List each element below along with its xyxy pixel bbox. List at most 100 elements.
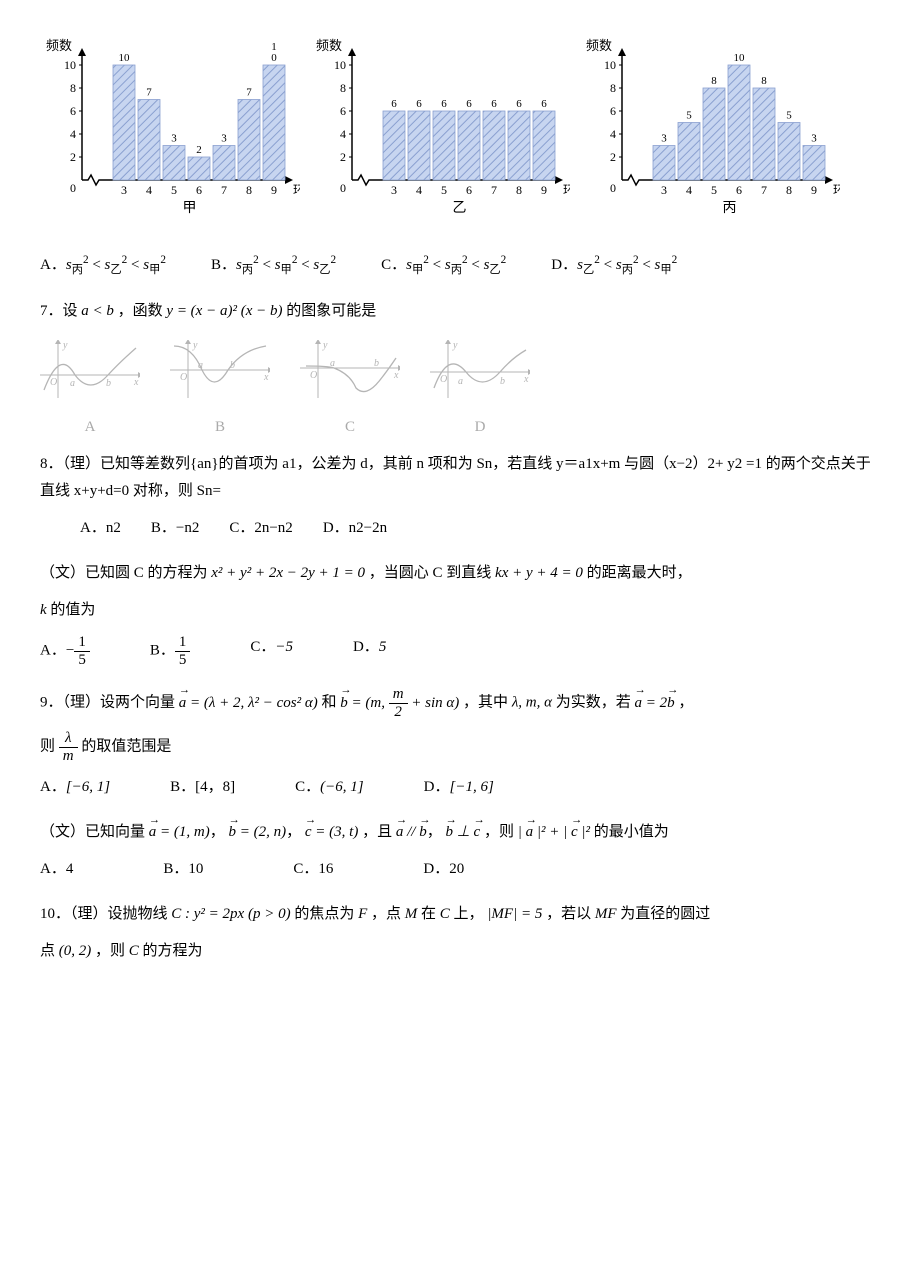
q6-chart-jia: 频数24681001037435263778109环数甲 xyxy=(40,30,300,230)
q6-chart-bing: 频数2468100335485106875839环数丙 xyxy=(580,30,840,230)
q8-li-opt-C[interactable]: C．2n−n2 xyxy=(229,515,292,542)
svg-text:O: O xyxy=(50,377,57,388)
svg-text:x: x xyxy=(133,377,139,388)
svg-text:a: a xyxy=(330,358,335,369)
q8-wen-tail: k 的值为 xyxy=(40,597,880,624)
q8-wen-opt-A[interactable]: A．−15 xyxy=(40,634,90,668)
svg-text:4: 4 xyxy=(340,127,346,141)
svg-text:a: a xyxy=(70,378,75,389)
svg-text:O: O xyxy=(180,372,187,383)
svg-text:b: b xyxy=(500,376,505,387)
svg-text:2: 2 xyxy=(340,150,346,164)
svg-text:a: a xyxy=(198,360,203,371)
svg-text:6: 6 xyxy=(541,98,547,110)
q8-wen-opt-D[interactable]: D．5 xyxy=(353,634,386,668)
q9-li-opt-C[interactable]: C．(−6, 1] xyxy=(295,774,363,801)
svg-text:O: O xyxy=(440,374,447,385)
q6-opt-B[interactable]: B．s丙2 < s甲2 < s乙2 xyxy=(211,250,336,280)
q9-wen-options: A．4 B．10 C．16 D．20 xyxy=(40,856,880,883)
svg-text:环数: 环数 xyxy=(293,182,300,197)
q6-opt-D[interactable]: D．s乙2 < s丙2 < s甲2 xyxy=(551,250,677,280)
svg-text:a: a xyxy=(458,376,463,387)
svg-text:8: 8 xyxy=(711,75,717,87)
q9-li-tail: 则 λm 的取值范围是 xyxy=(40,730,880,764)
svg-text:5: 5 xyxy=(171,183,177,197)
svg-text:6: 6 xyxy=(416,98,422,110)
q6-opt-C[interactable]: C．s甲2 < s丙2 < s乙2 xyxy=(381,250,506,280)
q9-wen-opt-B[interactable]: B．10 xyxy=(163,856,203,883)
q8-wen-opt-B[interactable]: B．15 xyxy=(150,634,191,668)
svg-text:10: 10 xyxy=(734,52,746,64)
q8-li-opt-B[interactable]: B．−n2 xyxy=(151,515,199,542)
svg-text:4: 4 xyxy=(146,183,152,197)
q8-li-stem: 8．（理）已知等差数列{an}的首项为 a1，公差为 d，其前 n 项和为 Sn… xyxy=(40,451,880,505)
q9-li-opt-D[interactable]: D．[−1, 6] xyxy=(424,774,494,801)
svg-text:7: 7 xyxy=(246,87,252,99)
q9-li-opt-A[interactable]: A．[−6, 1] xyxy=(40,774,110,801)
svg-text:3: 3 xyxy=(661,183,667,197)
svg-text:5: 5 xyxy=(441,183,447,197)
svg-text:9: 9 xyxy=(811,183,817,197)
svg-text:b: b xyxy=(106,378,111,389)
svg-text:10: 10 xyxy=(119,52,131,64)
q8-wen-opt-C[interactable]: C．−5 xyxy=(250,634,293,668)
svg-text:10: 10 xyxy=(604,58,616,72)
svg-text:8: 8 xyxy=(610,81,616,95)
svg-text:2: 2 xyxy=(610,150,616,164)
svg-text:9: 9 xyxy=(271,183,277,197)
q6-chart-yi: 频数246810063646566676869环数乙 xyxy=(310,30,570,230)
q6-options: A．s丙2 < s乙2 < s甲2 B．s丙2 < s甲2 < s乙2 C．s甲… xyxy=(40,250,880,280)
svg-text:8: 8 xyxy=(246,183,252,197)
q7-cond: a < b xyxy=(81,303,114,319)
svg-text:y: y xyxy=(322,340,328,351)
q6-opt-A[interactable]: A．s丙2 < s乙2 < s甲2 xyxy=(40,250,166,280)
q8-li-opt-A[interactable]: A．n2 xyxy=(80,515,121,542)
q7-sketch-A[interactable]: yxOabA xyxy=(40,340,140,441)
svg-text:6: 6 xyxy=(391,98,397,110)
svg-text:0: 0 xyxy=(340,181,346,195)
svg-text:8: 8 xyxy=(340,81,346,95)
svg-text:2: 2 xyxy=(70,150,76,164)
svg-text:丙: 丙 xyxy=(723,201,737,216)
q7-mid: ，函数 xyxy=(118,303,163,319)
svg-text:7: 7 xyxy=(221,183,227,197)
svg-text:x: x xyxy=(263,372,269,383)
svg-text:8: 8 xyxy=(761,75,767,87)
svg-text:y: y xyxy=(452,340,458,351)
q9-wen-stem: （文）已知向量 a = (1, m)， b = (2, n)， c = (3, … xyxy=(40,819,880,846)
svg-text:2: 2 xyxy=(196,144,202,156)
svg-text:9: 9 xyxy=(541,183,547,197)
q9-li-options: A．[−6, 1] B．[4，8] C．(−6, 1] D．[−1, 6] xyxy=(40,774,880,801)
q9-wen-opt-A[interactable]: A．4 xyxy=(40,856,73,883)
q9-wen-opt-C[interactable]: C．16 xyxy=(293,856,333,883)
svg-text:6: 6 xyxy=(491,98,497,110)
q7-sketch-D[interactable]: yxOabD xyxy=(430,340,530,441)
svg-text:0: 0 xyxy=(271,52,277,64)
svg-text:6: 6 xyxy=(340,104,346,118)
svg-text:3: 3 xyxy=(661,133,667,145)
svg-text:7: 7 xyxy=(491,183,497,197)
svg-text:4: 4 xyxy=(686,183,692,197)
svg-text:4: 4 xyxy=(610,127,616,141)
q9-wen-opt-D[interactable]: D．20 xyxy=(423,856,464,883)
q7-sketch-B[interactable]: yxOabB xyxy=(170,340,270,441)
q9-li-opt-B[interactable]: B．[4，8] xyxy=(170,774,235,801)
q7-sketch-C[interactable]: yxOabC xyxy=(300,340,400,441)
svg-text:0: 0 xyxy=(610,181,616,195)
svg-text:8: 8 xyxy=(70,81,76,95)
q8-li-options: A．n2 B．−n2 C．2n−n2 D．n2−2n xyxy=(40,515,880,542)
q8-wen-stem: （文）已知圆 C 的方程为 x² + y² + 2x − 2y + 1 = 0 … xyxy=(40,560,880,587)
svg-text:5: 5 xyxy=(711,183,717,197)
svg-text:0: 0 xyxy=(70,181,76,195)
q8-li-opt-D[interactable]: D．n2−2n xyxy=(323,515,387,542)
svg-text:6: 6 xyxy=(196,183,202,197)
svg-text:O: O xyxy=(310,370,317,381)
svg-text:4: 4 xyxy=(416,183,422,197)
svg-text:6: 6 xyxy=(516,98,522,110)
q7-fn: y = (x − a)² (x − b) xyxy=(166,303,282,319)
svg-text:6: 6 xyxy=(736,183,742,197)
svg-text:8: 8 xyxy=(786,183,792,197)
svg-text:5: 5 xyxy=(786,110,792,122)
svg-text:10: 10 xyxy=(64,58,76,72)
svg-text:3: 3 xyxy=(121,183,127,197)
